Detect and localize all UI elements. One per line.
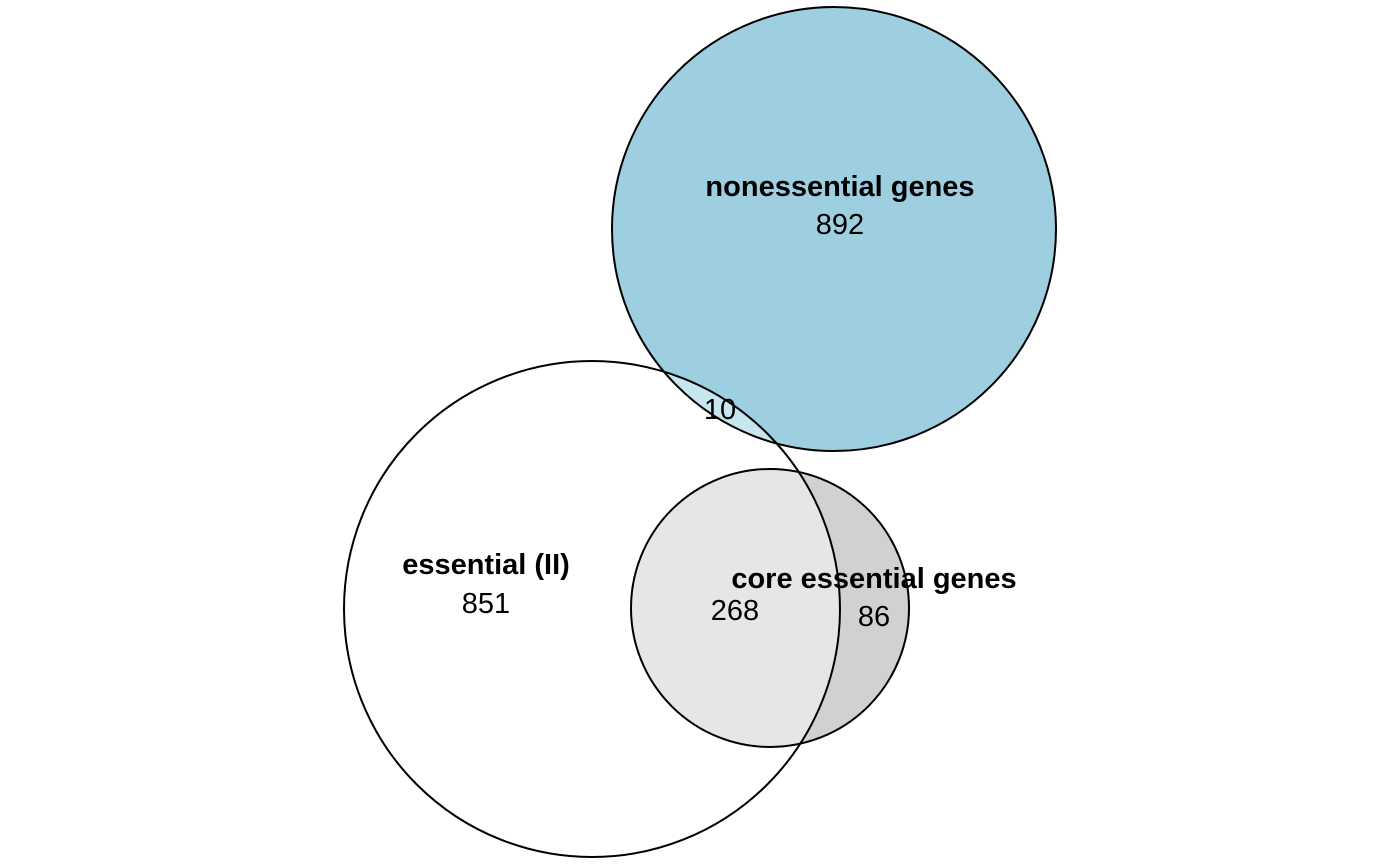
nonessential-circle-fill: [612, 7, 1056, 451]
essential-count: 851: [462, 588, 510, 620]
core-set-label: core essential genes: [731, 563, 1016, 595]
essential-nonessential-count: 10: [704, 394, 736, 426]
nonessential-count: 892: [816, 209, 864, 241]
core-circle-outline: [630, 468, 910, 748]
core-count: 86: [858, 601, 890, 633]
nonessential-set-label: nonessential genes: [705, 171, 974, 203]
essential-set-label: essential (II): [402, 549, 570, 581]
essential-core-count: 268: [711, 595, 759, 627]
essential-circle-outline: [343, 360, 841, 858]
nonessential-circle-outline: [611, 6, 1057, 452]
